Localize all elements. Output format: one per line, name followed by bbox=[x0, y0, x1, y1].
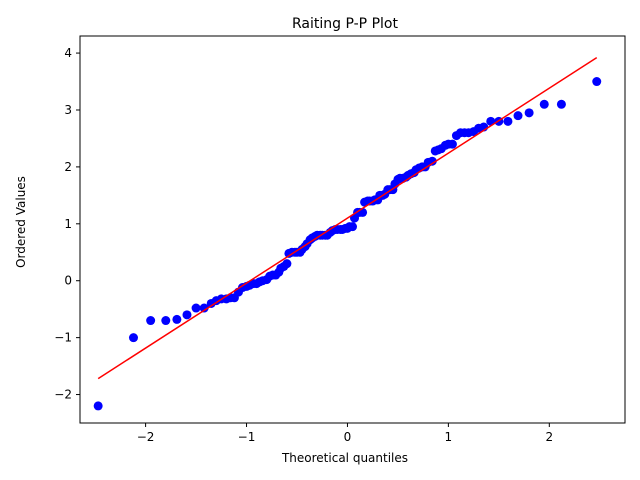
fit-line bbox=[97, 56, 598, 380]
x-tick-label: 0 bbox=[344, 430, 352, 444]
x-axis-title: Theoretical quantiles bbox=[281, 451, 408, 465]
data-point bbox=[172, 314, 182, 324]
data-point bbox=[282, 259, 292, 269]
data-point bbox=[93, 401, 103, 411]
y-tick-label: −2 bbox=[54, 388, 72, 402]
y-tick-label: 2 bbox=[64, 160, 72, 174]
y-tick-label: 4 bbox=[64, 46, 72, 60]
y-tick-label: 0 bbox=[64, 274, 72, 288]
data-point bbox=[447, 139, 457, 149]
points-layer bbox=[93, 77, 602, 411]
data-point bbox=[161, 316, 171, 326]
plot-frame bbox=[79, 35, 626, 424]
x-tick-label: −1 bbox=[238, 430, 256, 444]
x-tick-label: 1 bbox=[445, 430, 453, 444]
y-axis-title: Ordered Values bbox=[14, 176, 28, 268]
data-point bbox=[199, 303, 209, 313]
x-tick-label: 2 bbox=[545, 430, 553, 444]
data-point bbox=[592, 77, 602, 87]
data-point bbox=[191, 303, 201, 313]
data-point bbox=[427, 156, 437, 166]
data-point bbox=[146, 316, 156, 326]
data-point bbox=[182, 310, 192, 320]
x-tick-label: −2 bbox=[137, 430, 155, 444]
data-point bbox=[513, 111, 523, 121]
chart-title: Raiting P-P Plot bbox=[292, 16, 398, 32]
data-point bbox=[539, 99, 549, 109]
data-point bbox=[358, 207, 368, 217]
data-point bbox=[556, 99, 566, 109]
axes-layer: −2 −1 0 1 2 −2 −1 0 1 2 3 4 bbox=[54, 35, 626, 444]
data-point bbox=[348, 222, 357, 232]
data-point bbox=[128, 333, 138, 343]
y-tick-label: −1 bbox=[54, 331, 72, 345]
y-tick-label: 1 bbox=[64, 217, 72, 231]
fit-line-layer bbox=[97, 56, 598, 380]
y-tick-label: 3 bbox=[64, 103, 72, 117]
data-point bbox=[524, 108, 534, 118]
data-point bbox=[503, 116, 513, 126]
